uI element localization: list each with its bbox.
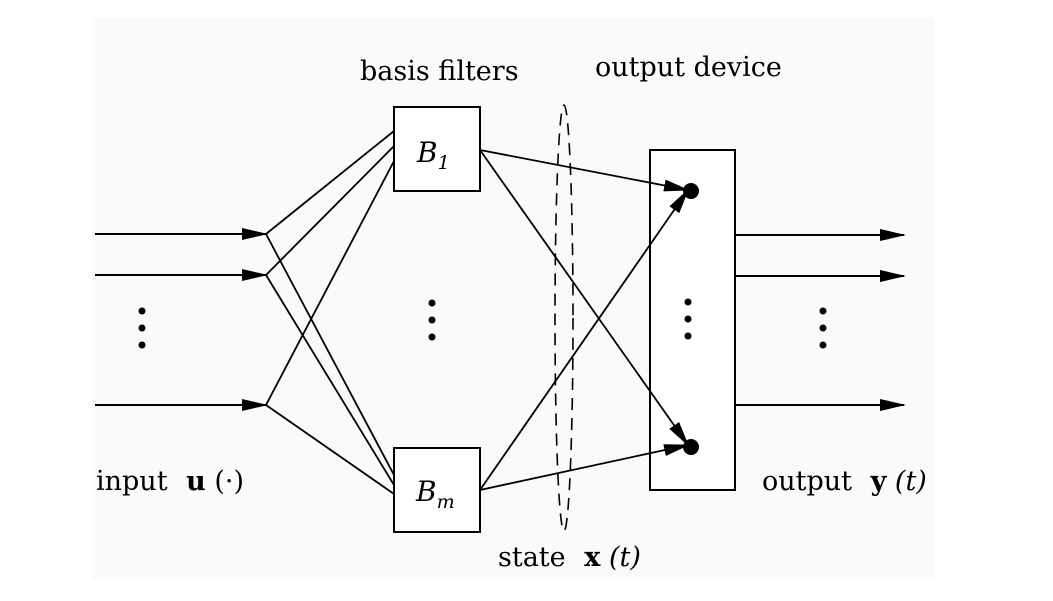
filters-ellipsis: [428, 299, 436, 341]
output-symbol: y: [870, 466, 888, 497]
filter-m-label: Bm: [415, 475, 455, 513]
output-device-label: output device: [595, 52, 782, 83]
bm-to-node-top: [479, 188, 690, 491]
basis-filters-label: basis filters: [360, 56, 519, 87]
device-ellipsis: [684, 298, 692, 340]
input-label-prefix: input: [96, 466, 168, 497]
output-label-prefix: output: [762, 466, 852, 497]
filter-1-label: B1: [416, 136, 450, 174]
bm-to-node-bottom: [479, 444, 690, 491]
state-symbol: x: [584, 542, 601, 573]
input-fanout-lines: [265, 130, 395, 495]
b1-to-node-bottom: [479, 149, 690, 447]
filter-box-1: [393, 106, 481, 192]
state-label: state x (t): [498, 542, 641, 573]
state-label-prefix: state: [498, 542, 566, 573]
state-arg: (t): [609, 542, 641, 573]
output-label: output y (t): [762, 466, 927, 497]
input-label: input u (·): [96, 466, 244, 497]
input-arg: (·): [214, 466, 244, 497]
diagram-panel: [92, 18, 934, 580]
device-node-top: [683, 183, 699, 199]
output-ellipsis: [819, 307, 827, 349]
input-ellipsis: [138, 307, 146, 349]
filter-m-symbol: B: [415, 475, 437, 508]
filter-1-subscript: 1: [438, 152, 450, 174]
output-arg: (t): [895, 466, 927, 497]
state-ellipse: [554, 104, 574, 532]
filter-box-m: [393, 447, 481, 533]
b1-to-node-top: [479, 149, 690, 192]
filter-1-symbol: B: [416, 136, 438, 169]
input-symbol: u: [186, 466, 206, 497]
output-device-box: [649, 149, 736, 491]
filter-m-subscript: m: [437, 491, 455, 513]
device-node-bottom: [683, 439, 699, 455]
